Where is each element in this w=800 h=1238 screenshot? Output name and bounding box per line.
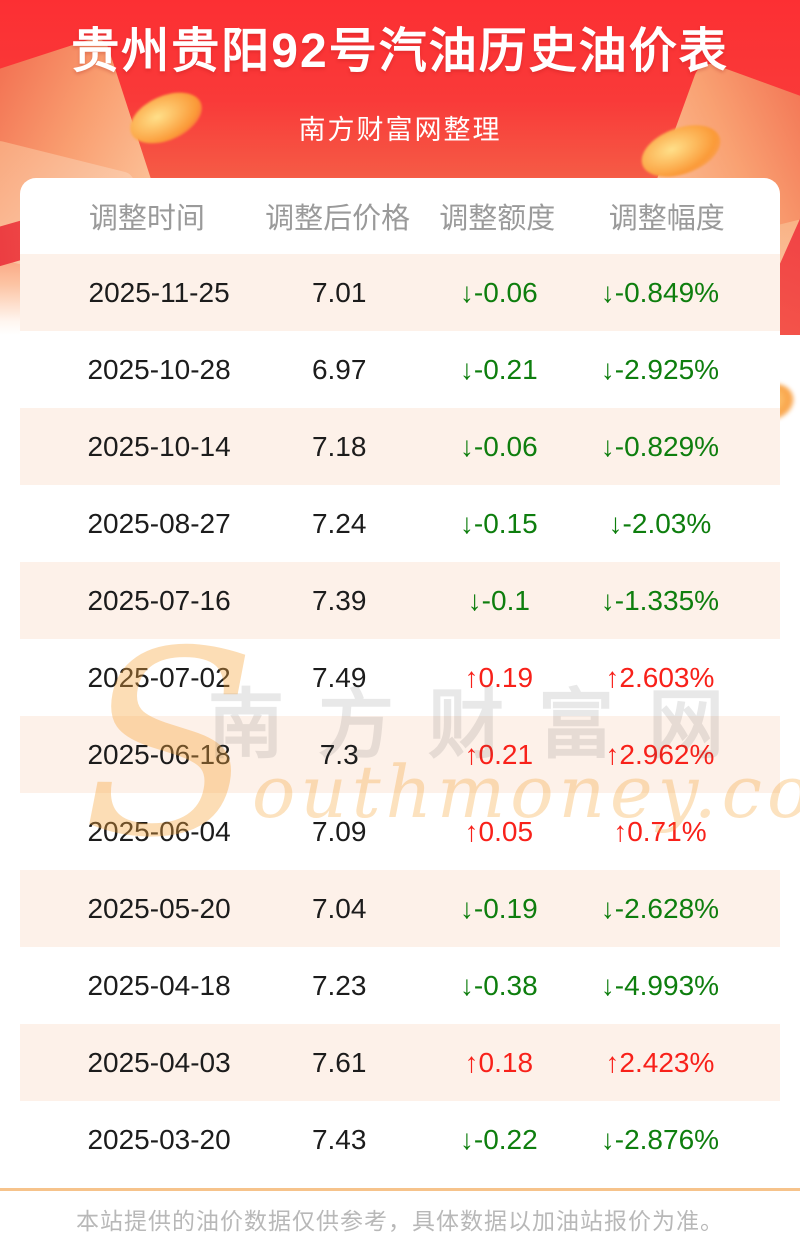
table-row: 2025-07-02 7.49 ↑0.19 ↑2.603% bbox=[20, 639, 780, 716]
price-cell: 7.18 bbox=[311, 430, 367, 462]
percent-cell: ↓-2.925% bbox=[600, 353, 720, 385]
price-cell: 7.39 bbox=[311, 584, 367, 616]
table-row: 2025-07-16 7.39 ↓-0.1 ↓-1.335% bbox=[20, 562, 780, 639]
percent-cell: ↓-2.03% bbox=[608, 507, 712, 539]
table-row: 2025-08-27 7.24 ↓-0.15 ↓-2.03% bbox=[20, 485, 780, 562]
percent-cell: ↓-0.849% bbox=[600, 276, 720, 308]
price-cell: 7.49 bbox=[311, 661, 367, 693]
percent-cell: ↑0.71% bbox=[613, 815, 707, 847]
page-subtitle: 南方财富网整理 bbox=[298, 115, 502, 145]
date-cell: 2025-07-16 bbox=[87, 584, 231, 616]
table-row: 2025-10-14 7.18 ↓-0.06 ↓-0.829% bbox=[20, 408, 780, 485]
date-cell: 2025-05-20 bbox=[87, 892, 231, 924]
change-cell: ↓-0.15 bbox=[459, 507, 538, 539]
price-cell: 7.3 bbox=[319, 738, 359, 770]
table-row: 2025-10-28 6.97 ↓-0.21 ↓-2.925% bbox=[20, 331, 780, 408]
percent-cell: ↓-4.993% bbox=[600, 969, 720, 1001]
percent-cell: ↓-1.335% bbox=[600, 584, 720, 616]
date-cell: 2025-10-14 bbox=[87, 430, 231, 462]
price-table-card: 调整时间 调整后价格 调整额度 调整幅度 2025-11-25 7.01 ↓-0… bbox=[20, 178, 780, 1178]
date-cell: 2025-11-25 bbox=[88, 276, 230, 308]
price-cell: 7.23 bbox=[311, 969, 367, 1001]
percent-cell: ↑2.962% bbox=[605, 738, 715, 770]
change-cell: ↓-0.1 bbox=[467, 584, 530, 616]
percent-cell: ↑2.603% bbox=[605, 661, 715, 693]
column-header-time: 调整时间 bbox=[88, 203, 205, 235]
table-row: 2025-06-04 7.09 ↑0.05 ↑0.71% bbox=[20, 793, 780, 870]
table-row: 2025-03-20 7.43 ↓-0.22 ↓-2.876% bbox=[20, 1101, 780, 1178]
column-header-price: 调整后价格 bbox=[265, 203, 411, 235]
column-header-pct: 调整幅度 bbox=[608, 203, 725, 235]
table-header-row: 调整时间 调整后价格 调整额度 调整幅度 bbox=[20, 178, 780, 254]
change-cell: ↑0.21 bbox=[464, 738, 534, 770]
date-cell: 2025-03-20 bbox=[87, 1123, 231, 1155]
change-cell: ↓-0.19 bbox=[459, 892, 538, 924]
change-cell: ↓-0.06 bbox=[459, 430, 538, 462]
price-cell: 6.97 bbox=[311, 353, 367, 385]
change-cell: ↑0.05 bbox=[464, 815, 534, 847]
table-row: 2025-04-18 7.23 ↓-0.38 ↓-4.993% bbox=[20, 947, 780, 1024]
percent-cell: ↑2.423% bbox=[605, 1046, 715, 1078]
change-cell: ↓-0.22 bbox=[459, 1123, 538, 1155]
date-cell: 2025-08-27 bbox=[87, 507, 231, 539]
date-cell: 2025-06-18 bbox=[87, 738, 231, 770]
date-cell: 2025-07-02 bbox=[87, 661, 231, 693]
price-cell: 7.01 bbox=[311, 276, 367, 308]
percent-cell: ↓-0.829% bbox=[600, 430, 720, 462]
change-cell: ↓-0.06 bbox=[459, 276, 538, 308]
table-row: 2025-04-03 7.61 ↑0.18 ↑2.423% bbox=[20, 1024, 780, 1101]
footer-note: 本站提供的油价数据仅供参考，具体数据以加油站报价为准。 bbox=[76, 1208, 724, 1234]
price-cell: 7.43 bbox=[311, 1123, 367, 1155]
table-row: 2025-11-25 7.01 ↓-0.06 ↓-0.849% bbox=[20, 254, 780, 331]
change-cell: ↓-0.21 bbox=[459, 353, 538, 385]
price-cell: 7.09 bbox=[311, 815, 367, 847]
table-row: 2025-05-20 7.04 ↓-0.19 ↓-2.628% bbox=[20, 870, 780, 947]
price-cell: 7.04 bbox=[311, 892, 367, 924]
page-title: 贵州贵阳92号汽油历史油价表 bbox=[71, 25, 729, 78]
table-row: 2025-06-18 7.3 ↑0.21 ↑2.962% bbox=[20, 716, 780, 793]
percent-cell: ↓-2.876% bbox=[600, 1123, 720, 1155]
date-cell: 2025-04-18 bbox=[87, 969, 231, 1001]
table-body: 2025-11-25 7.01 ↓-0.06 ↓-0.849% 2025-10-… bbox=[20, 254, 780, 1178]
date-cell: 2025-04-03 bbox=[87, 1046, 231, 1078]
change-cell: ↓-0.38 bbox=[459, 969, 538, 1001]
percent-cell: ↓-2.628% bbox=[600, 892, 720, 924]
column-header-change: 调整额度 bbox=[439, 203, 556, 235]
change-cell: ↑0.18 bbox=[464, 1046, 534, 1078]
date-cell: 2025-06-04 bbox=[87, 815, 231, 847]
price-cell: 7.61 bbox=[311, 1046, 367, 1078]
footer-divider bbox=[0, 1188, 800, 1191]
price-cell: 7.24 bbox=[311, 507, 367, 539]
date-cell: 2025-10-28 bbox=[87, 353, 231, 385]
change-cell: ↑0.19 bbox=[464, 661, 534, 693]
